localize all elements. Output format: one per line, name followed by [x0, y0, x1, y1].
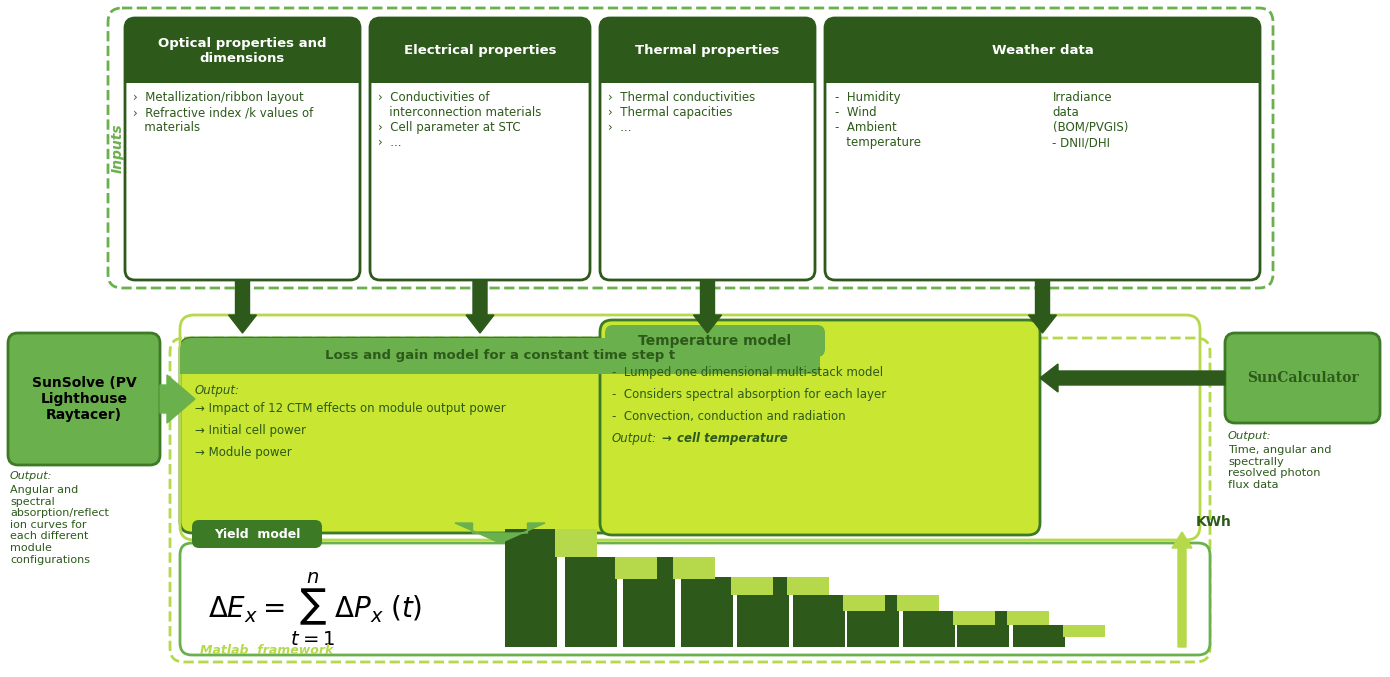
Bar — [794, 595, 845, 647]
Bar — [842, 595, 885, 611]
FancyBboxPatch shape — [600, 320, 1040, 535]
FancyBboxPatch shape — [600, 18, 815, 280]
Bar — [614, 557, 657, 579]
FancyBboxPatch shape — [8, 333, 160, 465]
Bar — [555, 529, 596, 557]
Text: Loss and gain model for a constant time step t: Loss and gain model for a constant time … — [325, 349, 676, 362]
Bar — [904, 611, 955, 647]
Text: -  Humidity
-  Wind
-  Ambient
   temperature: - Humidity - Wind - Ambient temperature — [835, 91, 922, 149]
Text: → Initial cell power: → Initial cell power — [195, 424, 306, 437]
FancyArrow shape — [160, 375, 195, 423]
Text: Electrical properties: Electrical properties — [403, 44, 556, 57]
Text: SunCalculator: SunCalculator — [1247, 371, 1358, 385]
Bar — [956, 611, 1009, 647]
FancyBboxPatch shape — [192, 520, 322, 548]
Bar — [731, 577, 773, 595]
FancyArrow shape — [466, 280, 493, 333]
Text: cell temperature: cell temperature — [677, 432, 788, 445]
Text: -  Lumped one dimensional multi-stack model: - Lumped one dimensional multi-stack mod… — [612, 366, 883, 379]
Bar — [673, 557, 714, 579]
Bar — [179, 356, 820, 374]
FancyBboxPatch shape — [179, 338, 820, 533]
Text: Output:: Output: — [1227, 431, 1272, 441]
Bar — [847, 595, 899, 647]
FancyBboxPatch shape — [826, 18, 1259, 280]
Bar — [681, 577, 733, 647]
Text: ›  Conductivities of
   interconnection materials
›  Cell parameter at STC
›  ..: › Conductivities of interconnection mate… — [378, 91, 541, 149]
FancyBboxPatch shape — [179, 338, 820, 374]
Text: Yield  model: Yield model — [214, 527, 300, 540]
FancyArrow shape — [1172, 532, 1193, 647]
FancyBboxPatch shape — [605, 325, 826, 357]
FancyBboxPatch shape — [600, 18, 815, 83]
Text: → Module power: → Module power — [195, 446, 292, 459]
FancyBboxPatch shape — [179, 543, 1211, 655]
FancyArrow shape — [694, 280, 721, 333]
Text: $\Delta E_x = \sum_{t=1}^{n} \Delta P_x \; (t)$: $\Delta E_x = \sum_{t=1}^{n} \Delta P_x … — [208, 570, 423, 648]
FancyArrow shape — [1029, 280, 1056, 333]
Bar — [370, 51, 589, 83]
Text: -  Considers spectral absorption for each layer: - Considers spectral absorption for each… — [612, 388, 887, 401]
Text: Time, angular and
spectrally
resolved photon
flux data: Time, angular and spectrally resolved ph… — [1227, 445, 1332, 489]
Text: Optical properties and
dimensions: Optical properties and dimensions — [158, 37, 327, 64]
Bar — [1063, 625, 1105, 637]
Bar — [897, 595, 940, 611]
Text: Thermal properties: Thermal properties — [635, 44, 780, 57]
Bar — [787, 577, 828, 595]
Text: ›  Metallization/ribbon layout
›  Refractive index /k values of
   materials: › Metallization/ribbon layout › Refracti… — [133, 91, 313, 134]
Text: Temperature model: Temperature model — [638, 334, 791, 348]
Bar — [623, 557, 676, 647]
Text: Output:: Output: — [195, 384, 240, 397]
Bar — [125, 51, 360, 83]
Text: Output:: Output: — [612, 432, 657, 445]
Text: → Impact of 12 CTM effects on module output power: → Impact of 12 CTM effects on module out… — [195, 402, 506, 415]
Text: KWh: KWh — [1195, 515, 1232, 529]
Bar — [505, 529, 557, 647]
FancyBboxPatch shape — [370, 18, 589, 280]
Text: Irradiance
data
(BOM/PVGIS)
- DNII/DHI: Irradiance data (BOM/PVGIS) - DNII/DHI — [1052, 91, 1127, 149]
Bar — [564, 557, 617, 647]
Bar — [600, 51, 815, 83]
Bar — [1013, 625, 1065, 647]
Text: ›  Thermal conductivities
›  Thermal capacities
›  ...: › Thermal conductivities › Thermal capac… — [607, 91, 755, 134]
Text: Weather data: Weather data — [991, 44, 1094, 57]
Text: -  Convection, conduction and radiation: - Convection, conduction and radiation — [612, 410, 845, 423]
Bar — [954, 611, 995, 625]
Text: SunSolve (PV
Lighthouse
Raytacer): SunSolve (PV Lighthouse Raytacer) — [32, 376, 136, 422]
Text: Inputs: Inputs — [111, 123, 125, 173]
FancyBboxPatch shape — [370, 18, 589, 83]
FancyBboxPatch shape — [826, 18, 1259, 83]
Bar — [826, 51, 1259, 83]
FancyArrow shape — [455, 523, 545, 543]
FancyArrow shape — [1040, 364, 1225, 392]
Text: Output:: Output: — [10, 471, 53, 481]
Bar — [737, 577, 790, 647]
Text: →: → — [662, 432, 680, 445]
FancyBboxPatch shape — [1225, 333, 1380, 423]
FancyArrow shape — [228, 280, 257, 333]
Text: Angular and
spectral
absorption/reflect
ion curves for
each different
module
con: Angular and spectral absorption/reflect … — [10, 485, 108, 565]
Text: Matlab  framework: Matlab framework — [200, 644, 334, 657]
FancyBboxPatch shape — [125, 18, 360, 83]
FancyBboxPatch shape — [125, 18, 360, 280]
Bar — [1006, 611, 1049, 625]
